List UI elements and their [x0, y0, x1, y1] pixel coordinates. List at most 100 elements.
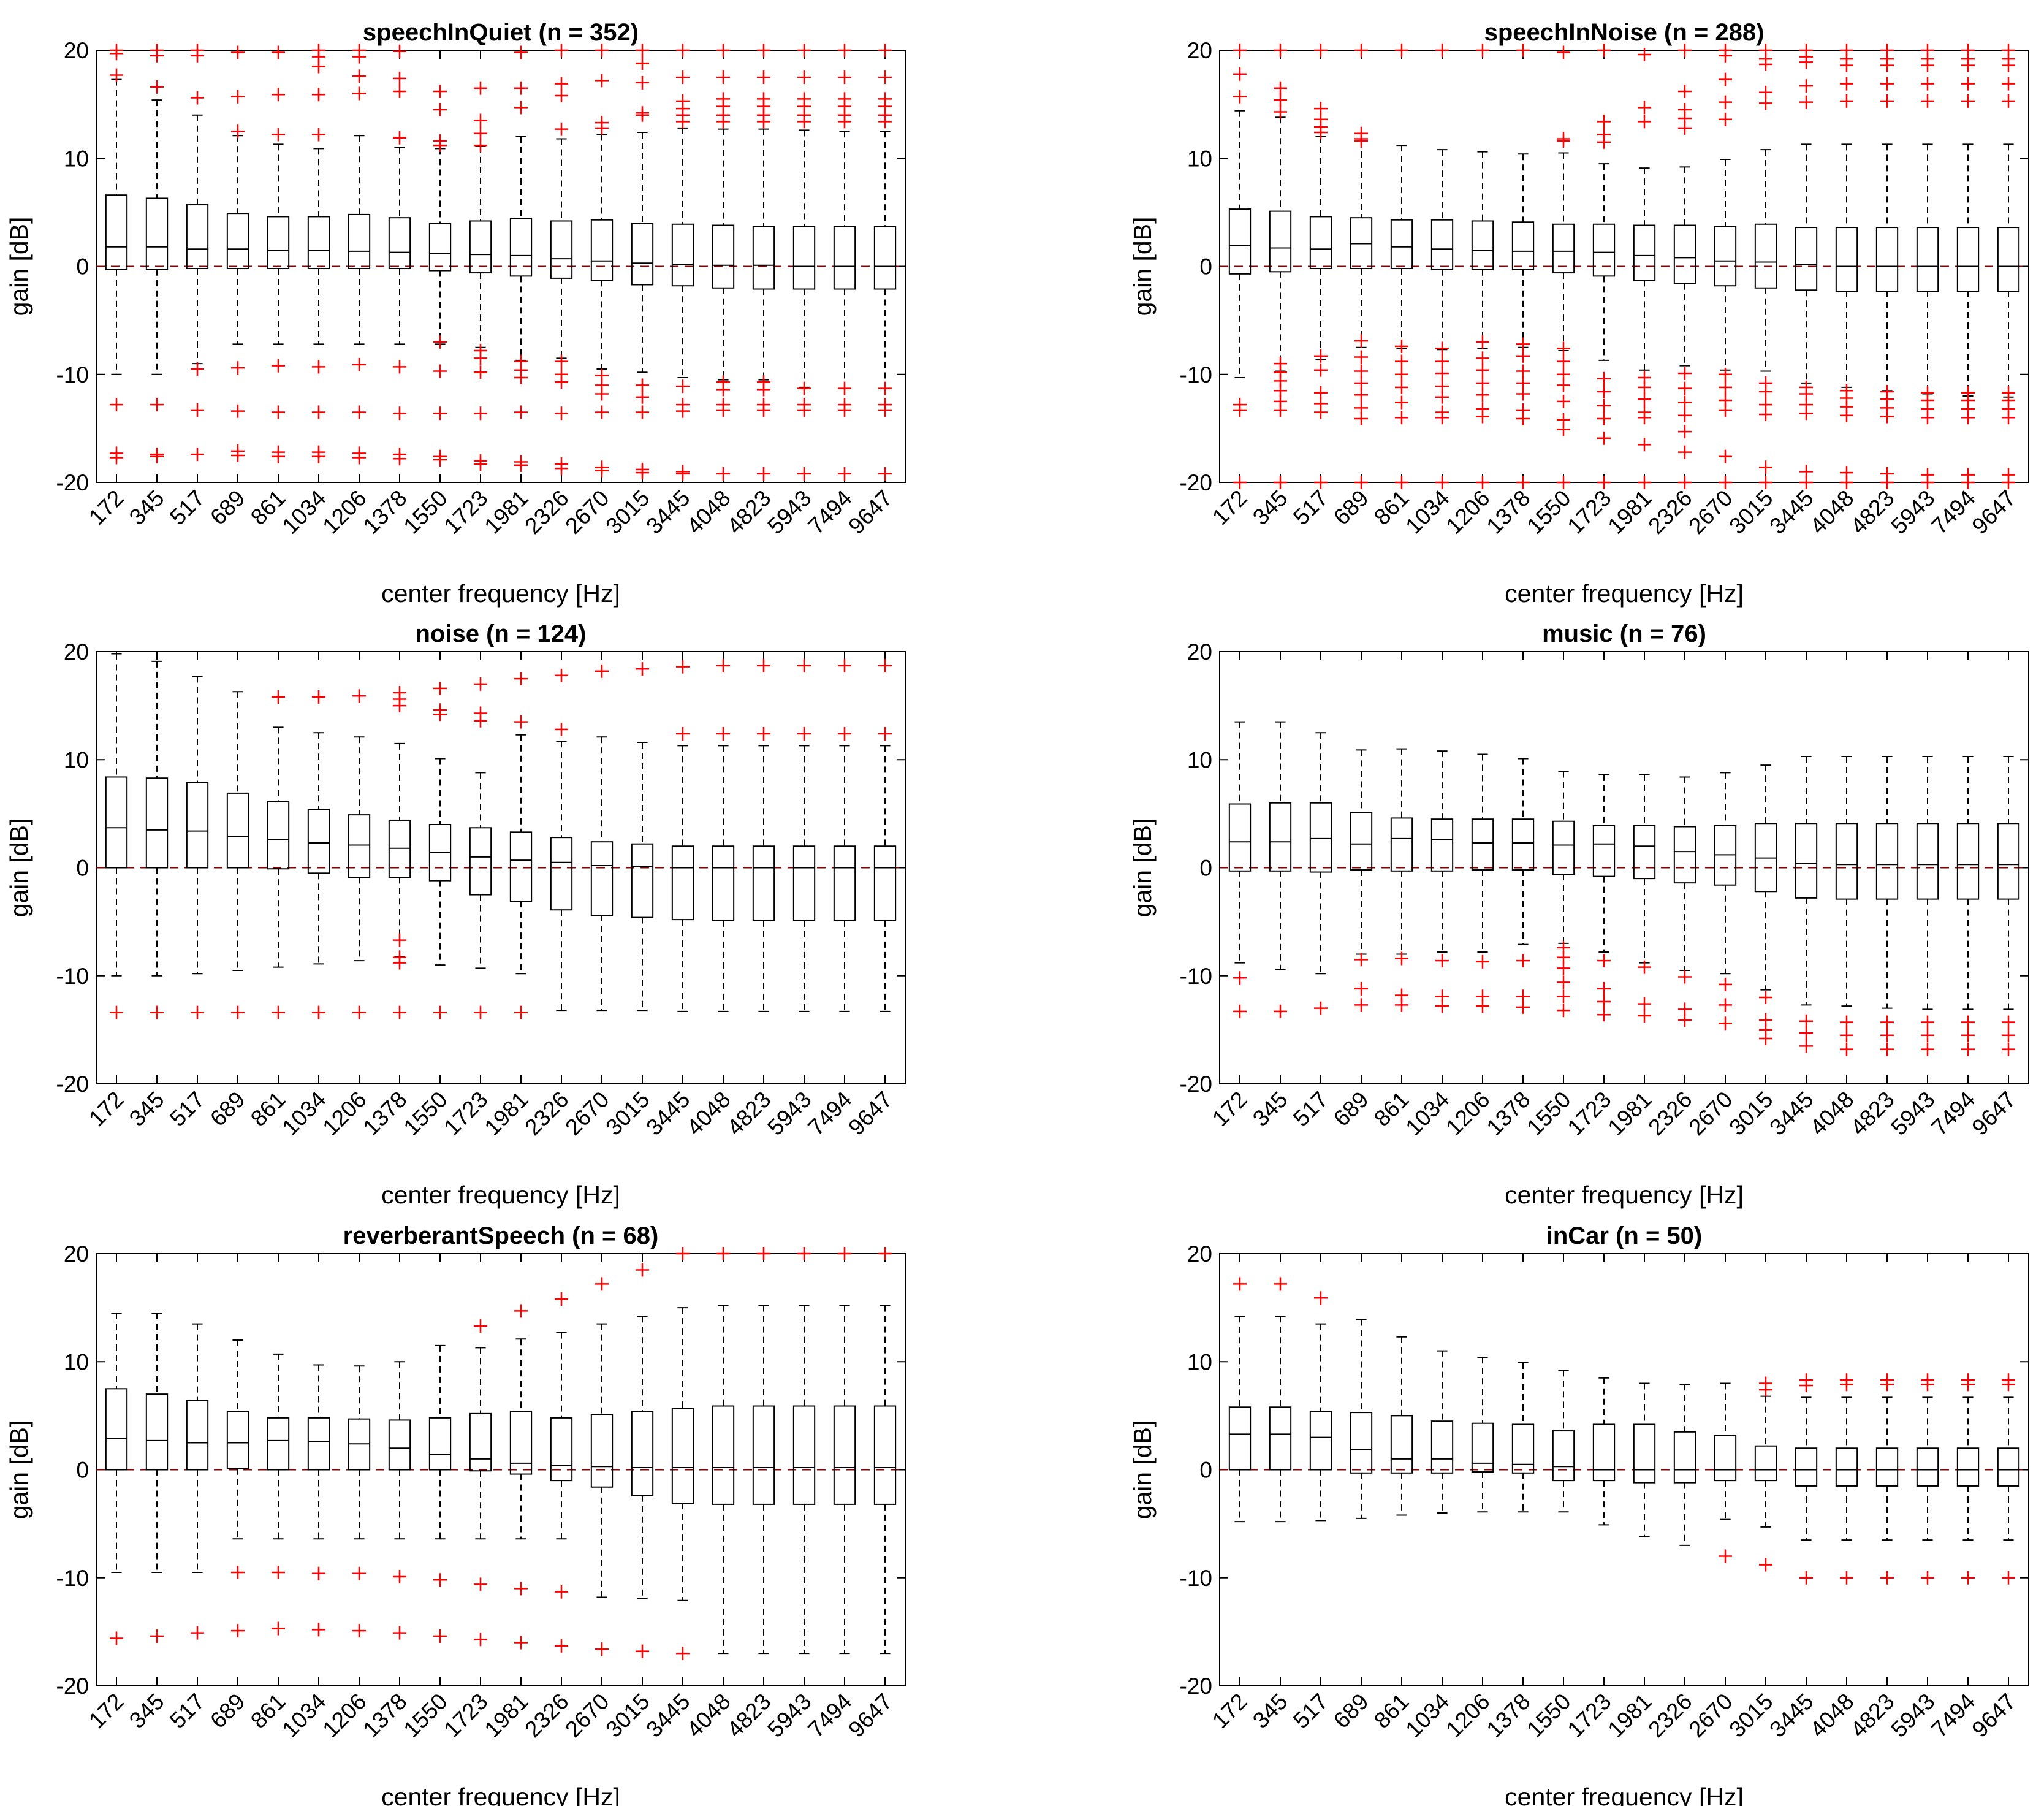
x-tick-label: 7494 — [1926, 486, 1980, 539]
chart-panel: music (n = 76) -20 -10 0 10 20 gain [dB] 172345… — [1128, 620, 2029, 1209]
x-tick-label: 4048 — [1805, 486, 1858, 539]
box-2326 — [550, 44, 573, 476]
iqr-box — [307, 1417, 330, 1471]
outlier-marker — [1395, 367, 1408, 381]
outlier-marker — [1395, 476, 1408, 489]
box-1206 — [1471, 44, 1494, 489]
chart-title: noise (n = 124) — [416, 620, 587, 647]
outlier-marker — [1395, 380, 1408, 394]
outlier-marker — [352, 86, 366, 101]
outlier-marker — [2002, 1377, 2015, 1392]
box-3445 — [671, 1247, 694, 1661]
outlier-marker — [1557, 134, 1570, 148]
iqr-box — [105, 1388, 128, 1471]
x-tick-label: 689 — [205, 1087, 250, 1132]
outlier-marker — [1678, 425, 1692, 439]
box-3445 — [1795, 755, 1818, 1053]
outlier-marker — [1799, 1571, 1813, 1585]
box-1981 — [509, 45, 533, 472]
outlier-marker — [716, 1247, 730, 1260]
box-861 — [1390, 1336, 1413, 1516]
x-tick-label: 7494 — [803, 486, 856, 539]
outlier-marker — [1435, 954, 1449, 968]
iqr-box — [1714, 1435, 1737, 1482]
outlier-marker — [1678, 84, 1692, 98]
outlier-marker — [1678, 381, 1692, 395]
box-1981 — [1633, 1382, 1656, 1537]
x-tick-label: 517 — [165, 1689, 210, 1734]
y-tick-label: -10 — [1180, 1566, 1212, 1591]
outlier-marker — [1314, 363, 1328, 377]
y-tick-label: -20 — [56, 1072, 89, 1097]
x-tick-label: 345 — [1248, 1087, 1293, 1132]
x-tick-label: 1378 — [358, 486, 411, 539]
outlier-marker — [1678, 121, 1692, 135]
outlier-marker — [1719, 1549, 1732, 1563]
x-tick-label: 4823 — [1845, 1087, 1899, 1140]
outlier-marker — [1678, 1013, 1692, 1027]
outlier-marker — [191, 1626, 204, 1640]
box-9647 — [873, 44, 897, 481]
y-axis-label: gain [dB] — [1128, 818, 1157, 918]
box-4048 — [712, 1247, 735, 1655]
outlier-marker — [1274, 93, 1287, 107]
x-tick-label: 3015 — [1724, 1087, 1777, 1140]
outlier-marker — [1880, 410, 1894, 424]
x-tick-label: 9647 — [843, 1689, 897, 1742]
box-1723 — [1592, 1377, 1616, 1526]
x-tick-label: 1723 — [439, 486, 492, 539]
iqr-box — [792, 845, 816, 921]
outlier-marker — [110, 1005, 123, 1019]
iqr-box — [550, 220, 573, 279]
outlier-marker — [1840, 1571, 1853, 1585]
outlier-marker — [1759, 991, 1772, 1004]
outlier-marker — [1840, 1028, 1853, 1042]
x-tick-label: 1378 — [1481, 486, 1535, 539]
outlier-marker — [352, 69, 366, 83]
iqr-box — [1309, 1411, 1332, 1471]
outlier-marker — [231, 1624, 245, 1638]
x-tick-label: 517 — [165, 486, 210, 530]
x-tick-label: 1206 — [317, 1087, 371, 1140]
outlier-marker — [1557, 341, 1570, 356]
box-4823 — [1875, 755, 1899, 1056]
outlier-marker — [1314, 44, 1328, 57]
outlier-marker — [1880, 1015, 1894, 1029]
y-tick-label: -20 — [1180, 470, 1212, 495]
outlier-marker — [312, 59, 325, 74]
iqr-box — [712, 1405, 735, 1505]
outlier-marker — [1840, 58, 1853, 72]
x-tick-label: 1034 — [277, 486, 330, 539]
outlier-marker — [312, 405, 325, 419]
x-tick-label: 1550 — [398, 1087, 452, 1140]
iqr-box — [792, 226, 816, 290]
outlier-marker — [1719, 449, 1732, 463]
outlier-marker — [757, 726, 770, 741]
iqr-box — [590, 1414, 614, 1488]
x-tick-label: 172 — [1207, 486, 1252, 530]
iqr-box — [550, 837, 573, 911]
chart-panel: speechInQuiet (n = 352) -20 -10 0 10 20 gain [… — [5, 19, 906, 608]
outlier-marker — [514, 405, 528, 419]
box-5943 — [792, 44, 816, 481]
iqr-box — [509, 831, 533, 902]
outlier-marker — [636, 405, 649, 419]
outlier-marker — [433, 1005, 447, 1019]
outlier-marker — [433, 364, 447, 378]
outlier-marker — [1678, 366, 1692, 380]
outlier-marker — [1638, 101, 1651, 115]
iqr-box — [752, 226, 775, 290]
outlier-marker — [1961, 1377, 1975, 1392]
outlier-marker — [1354, 134, 1368, 148]
x-tick-label: 4823 — [722, 486, 775, 539]
outlier-marker — [272, 359, 285, 373]
outlier-marker — [150, 1629, 164, 1643]
iqr-box — [1835, 227, 1858, 292]
outlier-marker — [716, 467, 730, 481]
outlier-marker — [1638, 1008, 1651, 1023]
x-tick-label: 1981 — [479, 1689, 533, 1742]
outlier-marker — [1638, 960, 1651, 974]
box-345 — [145, 660, 169, 1019]
iqr-box — [1592, 1423, 1616, 1482]
x-tick-label: 2326 — [520, 1087, 573, 1140]
